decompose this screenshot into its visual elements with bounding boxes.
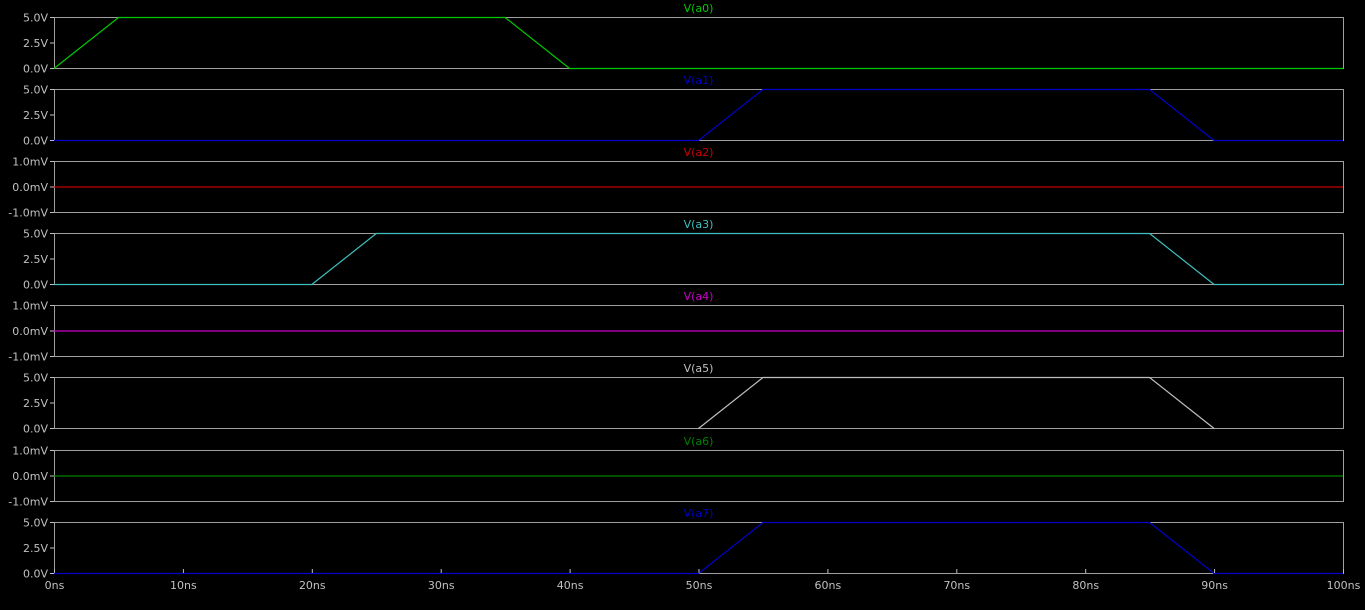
trace-va7 [54,521,1343,575]
y-tick-label: 2.5V [23,542,48,555]
y-tick-label: 0.0V [23,568,48,581]
trace-panel-0: 5.0V 2.5V 0.0V V(a0) [23,2,1344,76]
trace-name-label[interactable]: V(a6) [684,435,714,448]
y-tick-label: 0.0mV [12,181,48,194]
panel-frame [54,17,1344,69]
trace-panel-5: 5.0V 2.5V 0.0V V(a5) [23,362,1344,436]
trace-name-label[interactable]: V(a3) [684,218,714,231]
trace-va0 [53,16,1343,70]
trace-panel-4: 1.0mV 0.0mV -1.0mV V(a4) [8,290,1344,364]
y-tick-label: 0.0V [23,135,48,148]
panel-frame [54,522,1344,574]
trace-name-label[interactable]: V(a0) [684,2,714,15]
y-tick-label: 0.0mV [12,470,48,483]
y-tick-label: 5.0V [23,517,48,530]
trace-va3 [54,232,1343,286]
x-tick-label: 10ns [170,579,197,592]
y-tick-label: -1.0mV [8,207,48,220]
y-tick-label: 0.0V [23,63,48,76]
y-tick-label: 5.0V [23,228,48,241]
y-tick-label: -1.0mV [8,351,48,364]
y-tick-label: 2.5V [23,109,48,122]
y-tick-label: 2.5V [23,37,48,50]
x-tick-label: 30ns [428,579,455,592]
x-tick-label: 80ns [1072,579,1099,592]
trace-panel-6: 1.0mV 0.0mV -1.0mV V(a6) [8,435,1344,509]
trace-panel-2: 1.0mV 0.0mV -1.0mV V(a2) [8,146,1344,220]
panel-frame [54,89,1344,141]
y-tick-label: 0.0mV [12,325,48,338]
trace-name-label[interactable]: V(a4) [684,290,714,303]
y-tick-label: 5.0V [23,84,48,97]
x-tick-label: 70ns [943,579,970,592]
y-tick-label: 2.5V [23,253,48,266]
y-tick-label: 1.0mV [12,156,48,169]
trace-name-label[interactable]: V(a7) [684,507,714,520]
y-tick-label: 0.0V [23,279,48,292]
y-tick-label: 1.0mV [12,445,48,458]
trace-va5 [698,376,1215,429]
trace-panel-7: 5.0V 2.5V 0.0V V(a7) [23,507,1344,581]
y-tick-label: -1.0mV [8,496,48,509]
trace-va1 [54,88,1343,142]
panel-frame [54,233,1344,285]
y-tick-label: 1.0mV [12,300,48,313]
x-tick-label: 50ns [686,579,713,592]
y-tick-label: 2.5V [23,397,48,410]
trace-panel-3: 5.0V 2.5V 0.0V V(a3) [23,218,1344,292]
trace-name-label[interactable]: V(a2) [684,146,714,159]
trace-panel-1: 5.0V 2.5V 0.0V V(a1) [23,74,1344,148]
x-tick-label: 60ns [815,579,842,592]
y-tick-label: 5.0V [23,372,48,385]
panel-frame [54,377,1344,429]
x-tick-label: 20ns [299,579,326,592]
trace-name-label[interactable]: V(a5) [684,362,714,375]
y-tick-label: 5.0V [23,12,48,25]
x-tick-label: 40ns [557,579,584,592]
x-tick-label: 100ns [1327,579,1361,592]
x-tick-label: 90ns [1201,579,1228,592]
x-tick-label: 0ns [45,579,65,592]
y-tick-label: 0.0V [23,423,48,436]
x-axis: 0ns 10ns 20ns 30ns 40ns 50ns 60ns 70ns 80ns 90ns 1… [45,569,1361,592]
trace-name-label[interactable]: V(a1) [684,74,714,87]
